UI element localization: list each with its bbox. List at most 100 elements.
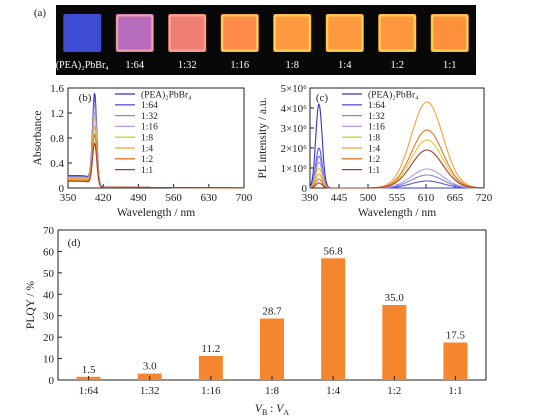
x-tick-label: 1:16 bbox=[201, 385, 221, 397]
panel-label-d: (d) bbox=[68, 237, 81, 249]
x-tick-label: 445 bbox=[331, 192, 348, 204]
x-tick-label: 700 bbox=[236, 192, 253, 204]
sample-edge-glow bbox=[116, 14, 154, 52]
y-axis-title: PLQY / % bbox=[25, 281, 37, 330]
x-tick-label: 1:4 bbox=[326, 385, 341, 397]
y-tick-label: 4×10⁶ bbox=[280, 103, 307, 115]
bar-value-label: 28.7 bbox=[262, 306, 282, 318]
series-line-5 bbox=[309, 101, 485, 189]
bar-1:4 bbox=[321, 258, 346, 380]
x-tick-label: 1:64 bbox=[79, 385, 99, 397]
sample-label: 1:64 bbox=[125, 60, 144, 71]
legend-label: 1:32 bbox=[141, 112, 158, 122]
legend-label: 1:2 bbox=[368, 155, 380, 165]
legend-label: 1:8 bbox=[141, 134, 153, 144]
panel-label-c: (c) bbox=[316, 92, 329, 104]
sample-label: 1:2 bbox=[391, 60, 404, 71]
panel-a-photo-strip: (a) (PEA)₂PbBr₄ 1:64 1:32 1:16 1:8 1:4 1:2 1:1 bbox=[34, 5, 476, 75]
series-line-6 bbox=[309, 129, 484, 189]
x-axis-title-part: V bbox=[255, 403, 264, 415]
bar-1:2 bbox=[382, 305, 407, 380]
sample-edge-glow bbox=[326, 14, 364, 52]
y-tick-label: 50 bbox=[43, 268, 55, 280]
legend-label: 1:16 bbox=[368, 123, 385, 133]
sample-edge-glow bbox=[221, 14, 259, 52]
bar-1:8 bbox=[260, 318, 284, 380]
y-tick-label: 0 bbox=[302, 183, 308, 195]
sample-4: 1:8 bbox=[273, 14, 312, 71]
legend-label: 1:64 bbox=[141, 101, 158, 111]
legend-label: 1:4 bbox=[141, 144, 153, 154]
sample-square bbox=[430, 14, 469, 52]
sample-square bbox=[273, 14, 312, 52]
legend-label: 1:1 bbox=[141, 166, 153, 176]
legend-label: 1:4 bbox=[368, 144, 380, 154]
sample-label: 1:1 bbox=[443, 60, 456, 71]
panel-c-pl-chart: 390 445 500 555 610 665 720 0 1×10⁶ 2×10⁶ 3×10⁶ 4×1… bbox=[257, 83, 493, 219]
y-tick-label: 1×10⁶ bbox=[280, 163, 307, 175]
x-axis-title-part: V bbox=[276, 403, 285, 415]
x-tick-label: 560 bbox=[165, 192, 182, 204]
x-tick-label: 350 bbox=[60, 192, 77, 204]
y-axis-title: Absorbance bbox=[32, 111, 44, 166]
x-axis-title: Wavelength / nm bbox=[117, 207, 195, 219]
sample-edge-glow bbox=[168, 14, 206, 52]
y-tick-label: 60 bbox=[43, 246, 55, 258]
x-tick-label: 420 bbox=[95, 192, 112, 204]
x-tick-label: 490 bbox=[130, 192, 147, 204]
sample-6: 1:2 bbox=[378, 14, 417, 71]
y-tick-label: 20 bbox=[43, 332, 55, 344]
y-axis-title: PL intensity / a.u. bbox=[257, 97, 269, 178]
series-line-2 bbox=[309, 155, 484, 189]
sample-edge-glow bbox=[431, 14, 469, 52]
x-axis-title-part: B bbox=[262, 408, 267, 417]
y-tick-label: 1.2 bbox=[50, 108, 64, 120]
legend-label: 1:32 bbox=[368, 112, 385, 122]
y-tick-label: 0.8 bbox=[50, 133, 64, 145]
sample-2: 1:32 bbox=[168, 14, 207, 71]
x-axis-title-part: : bbox=[267, 403, 276, 415]
x-tick-label: 1:32 bbox=[140, 385, 160, 397]
legend-label: 1:8 bbox=[368, 134, 380, 144]
bar-value-label: 17.5 bbox=[446, 330, 466, 342]
bar-1:1 bbox=[443, 342, 468, 380]
y-tick-label: 0 bbox=[49, 375, 55, 387]
legend-label: (PEA)₂PbBr₄ bbox=[368, 89, 418, 100]
x-axis-title: Wavelength / nm bbox=[358, 207, 436, 219]
x-axis-title-part: A bbox=[283, 408, 289, 417]
sample-edge-glow bbox=[378, 14, 416, 52]
legend-label: (PEA)₂PbBr₄ bbox=[141, 89, 191, 100]
x-tick-label: 390 bbox=[302, 192, 319, 204]
x-tick-label: 500 bbox=[360, 192, 377, 204]
sample-7: 1:1 bbox=[430, 14, 469, 71]
sample-edge-glow bbox=[273, 14, 311, 52]
sample-square bbox=[220, 14, 259, 52]
sample-3: 1:16 bbox=[220, 14, 259, 71]
bar-value-label: 56.8 bbox=[324, 245, 344, 257]
sample-label: 1:32 bbox=[178, 60, 197, 71]
bar-value-label: 1.5 bbox=[82, 364, 96, 376]
bar-value-label: 3.0 bbox=[143, 361, 157, 373]
series-line-7 bbox=[309, 149, 484, 189]
panel-label-a: (a) bbox=[34, 7, 47, 19]
x-tick-label: 555 bbox=[389, 192, 406, 204]
y-tick-label: 2×10⁶ bbox=[280, 143, 307, 155]
sample-label: 1:16 bbox=[230, 60, 249, 71]
y-tick-label: 10 bbox=[43, 354, 55, 366]
x-tick-label: 610 bbox=[418, 192, 435, 204]
sample-square bbox=[168, 14, 207, 52]
sample-5: 1:4 bbox=[325, 14, 364, 71]
y-tick-label: 1.6 bbox=[50, 83, 64, 95]
y-tick-label: 0 bbox=[59, 183, 65, 195]
sample-square bbox=[63, 14, 102, 52]
x-tick-label: 720 bbox=[476, 192, 493, 204]
x-tick-label: 1:1 bbox=[448, 385, 462, 397]
panel-b-absorbance-chart: 350 420 490 560 630 700 0 0.4 0.8 1.2 1.6 Wavelengt… bbox=[32, 83, 253, 219]
bar-value-label: 35.0 bbox=[385, 292, 405, 304]
x-axis-title: VB : VA bbox=[255, 403, 289, 417]
y-tick-label: 70 bbox=[43, 225, 55, 237]
sample-square bbox=[325, 14, 364, 52]
x-tick-label: 1:8 bbox=[265, 385, 280, 397]
y-tick-label: 3×10⁶ bbox=[280, 123, 307, 135]
